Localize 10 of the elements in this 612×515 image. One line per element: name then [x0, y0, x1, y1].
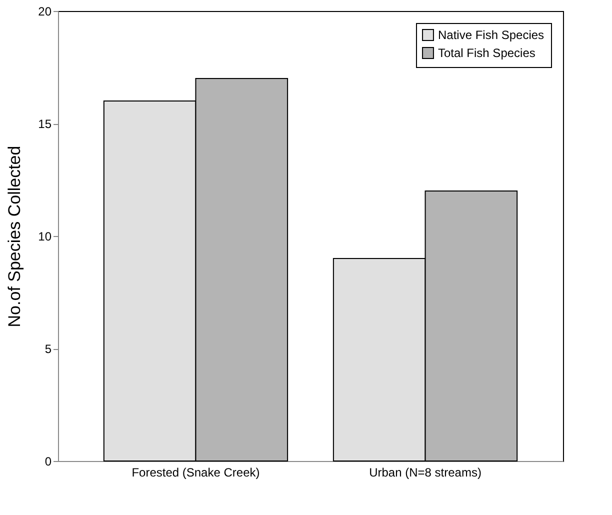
legend-label: Native Fish Species: [438, 28, 544, 42]
y-tick-label: 0: [44, 454, 52, 468]
x-tick-label: Forested (Snake Creek): [132, 466, 260, 480]
y-tick-label: 5: [44, 342, 52, 356]
y-tick-label: 20: [38, 4, 52, 18]
y-axis-title: No.of Species Collected: [5, 146, 24, 328]
x-tick-label: Urban (N=8 streams): [369, 466, 482, 480]
legend-label: Total Fish Species: [438, 46, 536, 60]
y-tick-label: 15: [38, 117, 52, 131]
y-tick-label: 10: [38, 230, 52, 244]
